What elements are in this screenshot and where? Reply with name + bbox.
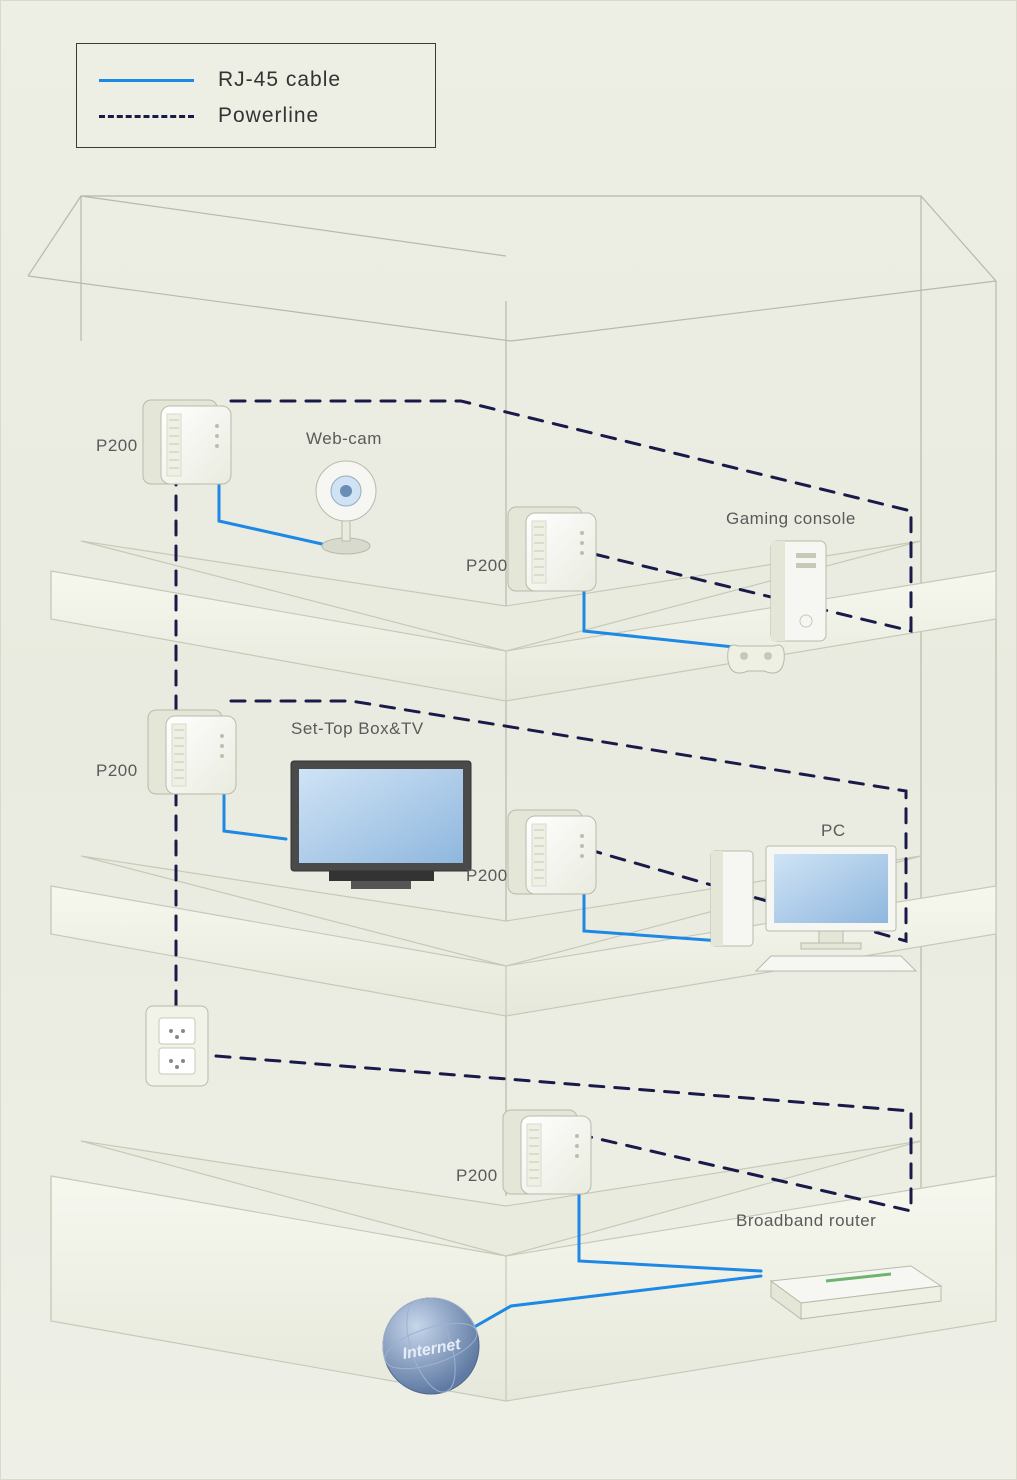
console-label: Gaming console — [726, 509, 856, 529]
webcam-label: Web-cam — [306, 429, 382, 449]
rj45-segment — [224, 789, 286, 839]
diagram-page: RJ-45 cable Powerline — [0, 0, 1017, 1480]
webcam-icon — [316, 461, 376, 554]
pc-label: PC — [821, 821, 846, 841]
wall-outlet — [146, 1006, 208, 1086]
adapter-label: P200 — [466, 866, 508, 886]
scene-svg: Internet — [1, 1, 1017, 1480]
rj45-segment — [219, 479, 331, 546]
adapter-label: P200 — [96, 761, 138, 781]
powerline-adapter — [508, 507, 596, 591]
adapter-label: P200 — [456, 1166, 498, 1186]
adapter-label: P200 — [96, 436, 138, 456]
tv-icon — [291, 761, 471, 889]
tv-label: Set-Top Box&TV — [291, 719, 424, 739]
powerline-adapter — [148, 710, 236, 794]
powerline-adapter — [503, 1110, 591, 1194]
powerline-adapter — [143, 400, 231, 484]
router-label: Broadband router — [736, 1211, 876, 1231]
adapter-label: P200 — [466, 556, 508, 576]
gaming-console-icon — [728, 541, 826, 673]
powerline-adapter — [508, 810, 596, 894]
